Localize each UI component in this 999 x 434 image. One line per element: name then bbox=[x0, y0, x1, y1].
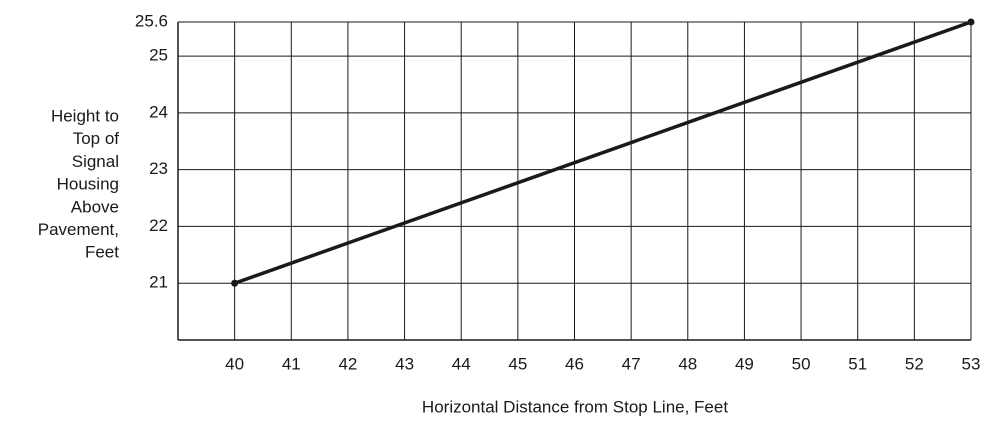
x-tick-label: 50 bbox=[792, 354, 811, 373]
x-tick-label: 48 bbox=[678, 354, 697, 373]
x-tick-label: 43 bbox=[395, 354, 414, 373]
x-axis-label: Horizontal Distance from Stop Line, Feet bbox=[422, 397, 728, 416]
y-tick-label: 21 bbox=[149, 273, 168, 292]
x-tick-label: 44 bbox=[452, 354, 471, 373]
y-tick-label: 22 bbox=[149, 216, 168, 235]
y-axis-label: Feet bbox=[85, 243, 119, 262]
x-tick-label: 51 bbox=[848, 354, 867, 373]
y-tick-label: 25.6 bbox=[135, 11, 168, 30]
x-tick-label: 53 bbox=[962, 354, 981, 373]
data-point bbox=[231, 279, 239, 287]
y-axis-label: Height to bbox=[51, 106, 119, 125]
y-axis-label: Housing bbox=[57, 175, 119, 194]
y-axis-label: Above bbox=[71, 197, 119, 216]
y-tick-label: 23 bbox=[149, 159, 168, 178]
y-axis-label: Top of bbox=[73, 129, 120, 148]
x-tick-label: 41 bbox=[282, 354, 301, 373]
y-axis-label: Pavement, bbox=[38, 220, 119, 239]
x-tick-label: 45 bbox=[508, 354, 527, 373]
x-tick-label: 42 bbox=[338, 354, 357, 373]
x-tick-label: 49 bbox=[735, 354, 754, 373]
y-axis-label: Signal bbox=[72, 152, 119, 171]
x-tick-label: 40 bbox=[225, 354, 244, 373]
x-tick-label: 47 bbox=[622, 354, 641, 373]
x-tick-label: 46 bbox=[565, 354, 584, 373]
data-point bbox=[967, 18, 975, 26]
x-tick-label: 52 bbox=[905, 354, 924, 373]
y-tick-label: 25 bbox=[149, 46, 168, 65]
data-line bbox=[234, 20, 972, 285]
y-tick-label: 24 bbox=[149, 102, 168, 121]
